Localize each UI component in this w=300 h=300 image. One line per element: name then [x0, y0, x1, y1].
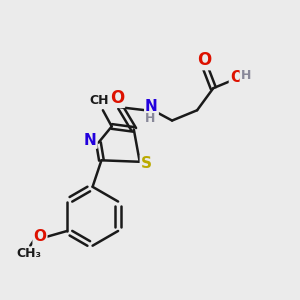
Text: H: H	[145, 112, 155, 125]
Text: CH₃: CH₃	[89, 94, 114, 107]
Text: O: O	[34, 230, 46, 244]
Text: O: O	[110, 89, 124, 107]
Text: N: N	[84, 133, 97, 148]
Text: S: S	[141, 156, 152, 171]
Text: N: N	[145, 99, 158, 114]
Text: CH₃: CH₃	[16, 248, 41, 260]
Text: O: O	[197, 51, 212, 69]
Text: O: O	[230, 70, 243, 85]
Text: H: H	[241, 69, 251, 82]
